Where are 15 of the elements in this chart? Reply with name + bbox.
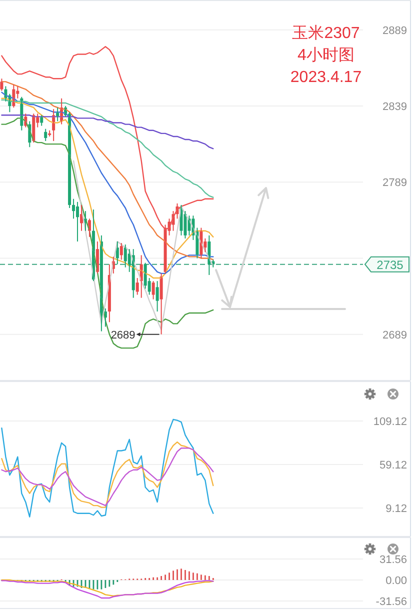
y-tick-label: 109.12	[373, 416, 407, 428]
y-tick-label: 2789	[382, 177, 407, 190]
ref-line-label: 2735	[376, 258, 404, 272]
text: 玉米2307	[292, 24, 360, 42]
y-tick-label: -31.56	[376, 596, 407, 608]
y-tick-label: 2839	[382, 101, 407, 114]
y-tick-label: 31.56	[379, 554, 407, 566]
y-tick-label: 2689	[382, 329, 407, 342]
y-tick-label: 2889	[382, 24, 407, 37]
text: 4小时图	[298, 46, 354, 64]
annotation: 2689	[110, 329, 136, 342]
y-tick-label: 9.12	[386, 503, 407, 516]
y-tick-label: 59.12	[379, 460, 407, 472]
text: 2023.4.17	[290, 69, 362, 86]
y-tick-label: 0.00	[386, 575, 407, 587]
